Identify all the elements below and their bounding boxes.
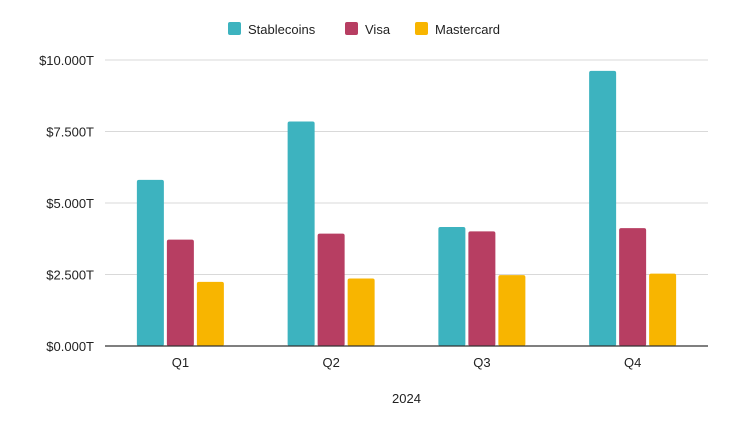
x-tick-label: Q3 xyxy=(473,355,490,370)
legend-swatch-stablecoins xyxy=(228,22,241,35)
bar-visa-q1 xyxy=(166,239,194,346)
bar-stablecoins-q1 xyxy=(136,179,164,346)
y-tick-label: $10.000T xyxy=(39,53,94,68)
y-tick-label: $5.000T xyxy=(46,196,94,211)
bar-stablecoins-q3 xyxy=(438,227,466,346)
bar-mastercard-q2 xyxy=(347,278,375,346)
bar-mastercard-q4 xyxy=(649,273,677,346)
x-axis-title: 2024 xyxy=(392,391,421,406)
bar-mastercard-q3 xyxy=(498,275,526,346)
bar-visa-q4 xyxy=(619,228,647,346)
x-tick-label: Q2 xyxy=(322,355,339,370)
bar-mastercard-q1 xyxy=(196,281,224,346)
bar-stablecoins-q2 xyxy=(287,121,315,347)
legend-swatch-mastercard xyxy=(415,22,428,35)
legend-label-visa: Visa xyxy=(365,22,391,37)
bar-visa-q2 xyxy=(317,233,345,346)
bar-visa-q3 xyxy=(468,231,496,346)
y-tick-label: $0.000T xyxy=(46,339,94,354)
y-tick-label: $2.500T xyxy=(46,268,94,283)
legend-label-mastercard: Mastercard xyxy=(435,22,500,37)
legend-swatch-visa xyxy=(345,22,358,35)
bar-stablecoins-q4 xyxy=(589,70,617,347)
x-tick-label: Q4 xyxy=(624,355,641,370)
y-tick-label: $7.500T xyxy=(46,125,94,140)
x-tick-label: Q1 xyxy=(172,355,189,370)
legend-label-stablecoins: Stablecoins xyxy=(248,22,316,37)
